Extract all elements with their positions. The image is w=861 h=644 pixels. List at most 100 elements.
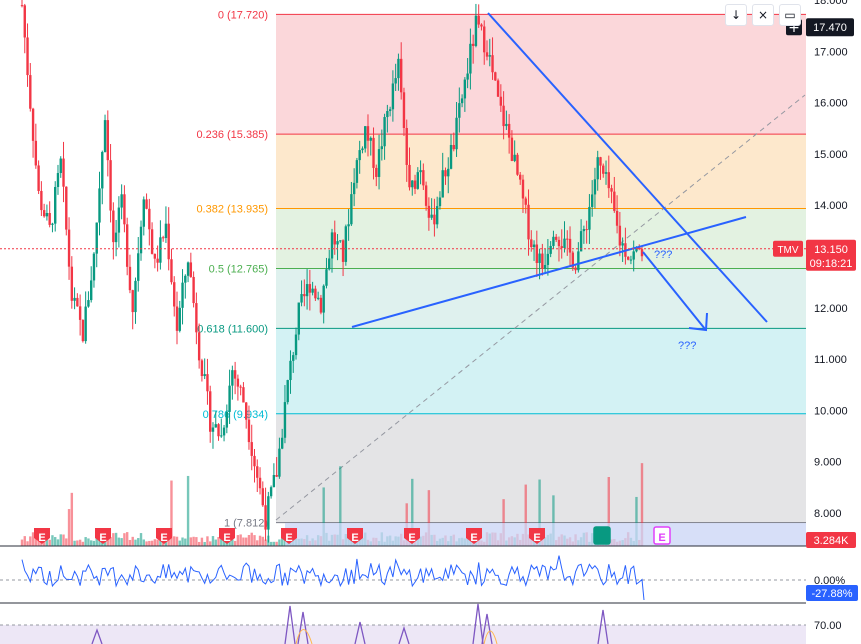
candle-body <box>568 238 572 253</box>
volume-bar <box>89 540 93 546</box>
candle-body <box>184 275 187 283</box>
candle-body <box>142 199 145 227</box>
candle-body <box>372 137 375 168</box>
volume-bar <box>269 541 273 546</box>
support-trendline <box>351 216 747 328</box>
volume-bar <box>275 541 278 546</box>
volume-bar <box>192 536 195 546</box>
candle-body <box>76 297 79 307</box>
close-button[interactable]: × <box>752 4 774 26</box>
earnings-marker <box>281 528 297 544</box>
download-button[interactable]: ↓ <box>725 4 747 26</box>
arrow-down-icon: ↓ <box>730 8 742 22</box>
candle-body <box>267 496 270 530</box>
volume-bar <box>173 536 176 546</box>
price-axis-tick: 10.000 <box>814 405 848 417</box>
volume-bar <box>256 540 259 546</box>
earnings-label: E <box>533 532 540 544</box>
candle-body <box>361 148 364 151</box>
candlesticks <box>20 0 644 543</box>
candle-body <box>524 198 527 205</box>
candle-body <box>574 267 577 271</box>
volume-bar <box>189 537 193 546</box>
candle-body <box>496 80 500 97</box>
candle-body <box>590 194 594 207</box>
candle-body <box>521 179 525 199</box>
save-button[interactable]: ▭ <box>779 4 801 26</box>
candle-body <box>242 387 245 403</box>
candle-body <box>405 127 408 165</box>
candle-body <box>330 232 334 259</box>
volume-bar <box>87 538 90 546</box>
chart-annotations: ?????? <box>654 249 696 352</box>
candle-body <box>352 182 356 195</box>
price-tags: 17.470 + TMV 13.150 09:18:21 3.284K -27.88% <box>773 18 858 601</box>
candle-body <box>305 284 309 297</box>
annotation-question-1: ??? <box>654 249 672 261</box>
candle-body <box>62 158 65 187</box>
price-axis-tick: 8.000 <box>814 508 842 520</box>
candle-body <box>635 247 638 252</box>
candle-body <box>466 73 469 80</box>
candle-body <box>471 43 475 46</box>
volume-highlight-zone <box>285 523 806 546</box>
candle-body <box>186 262 190 276</box>
earnings-marker <box>219 528 235 544</box>
candle-body <box>427 205 431 218</box>
earnings-label: E <box>408 532 415 544</box>
candle-body <box>137 253 140 281</box>
candle-body <box>554 236 558 240</box>
volume-bar <box>200 537 204 546</box>
volume-bar <box>109 537 112 546</box>
candle-body <box>303 294 306 297</box>
candle-body <box>328 258 331 270</box>
volume-bar <box>239 534 242 546</box>
candle-body <box>452 144 455 150</box>
symbol-tag <box>773 240 803 257</box>
candle-body <box>161 237 165 239</box>
price-axis-tick: 12.000 <box>814 303 848 315</box>
candle-body <box>131 290 134 313</box>
save-icon: ▭ <box>784 8 796 22</box>
candle-body <box>513 154 516 161</box>
candle-body <box>150 229 154 254</box>
candle-body <box>29 75 32 109</box>
volume-bar <box>106 536 110 546</box>
candle-body <box>402 92 406 128</box>
earnings-marker <box>95 528 111 544</box>
price-axis-tick: 15.000 <box>814 149 848 161</box>
last-price-value: 13.150 <box>814 244 848 256</box>
volume-bar <box>54 537 57 546</box>
volume-bar <box>242 537 245 546</box>
volume-bar <box>48 539 51 546</box>
volume-bar <box>272 541 276 546</box>
candle-body <box>543 264 547 269</box>
resistance-trendline <box>487 12 768 323</box>
candle-body <box>233 370 237 379</box>
candle-body <box>34 140 38 166</box>
volume-bar <box>142 539 145 546</box>
candle-body <box>599 157 602 166</box>
candle-body <box>618 225 622 246</box>
candle-body <box>341 240 345 262</box>
candle-body <box>535 244 539 263</box>
candle-body <box>491 55 494 73</box>
volume-bar <box>26 541 29 546</box>
earnings-label: E <box>470 532 477 544</box>
volume-bar <box>236 535 240 546</box>
volume-bar <box>153 539 157 546</box>
rsi-axis-tick: 70.00 <box>814 620 842 632</box>
candle-body <box>604 172 608 174</box>
price-axis-tick: 16.000 <box>814 98 848 110</box>
volume-bar <box>134 539 137 546</box>
candle-body <box>280 437 284 449</box>
volume-bar <box>209 541 212 546</box>
projection-arrow-head <box>688 312 708 332</box>
candle-body <box>109 160 112 211</box>
candle-body <box>364 126 367 149</box>
volume-bar <box>184 538 187 546</box>
candle-body <box>563 238 566 249</box>
earnings-marker <box>156 528 172 544</box>
candle-body <box>236 378 240 387</box>
